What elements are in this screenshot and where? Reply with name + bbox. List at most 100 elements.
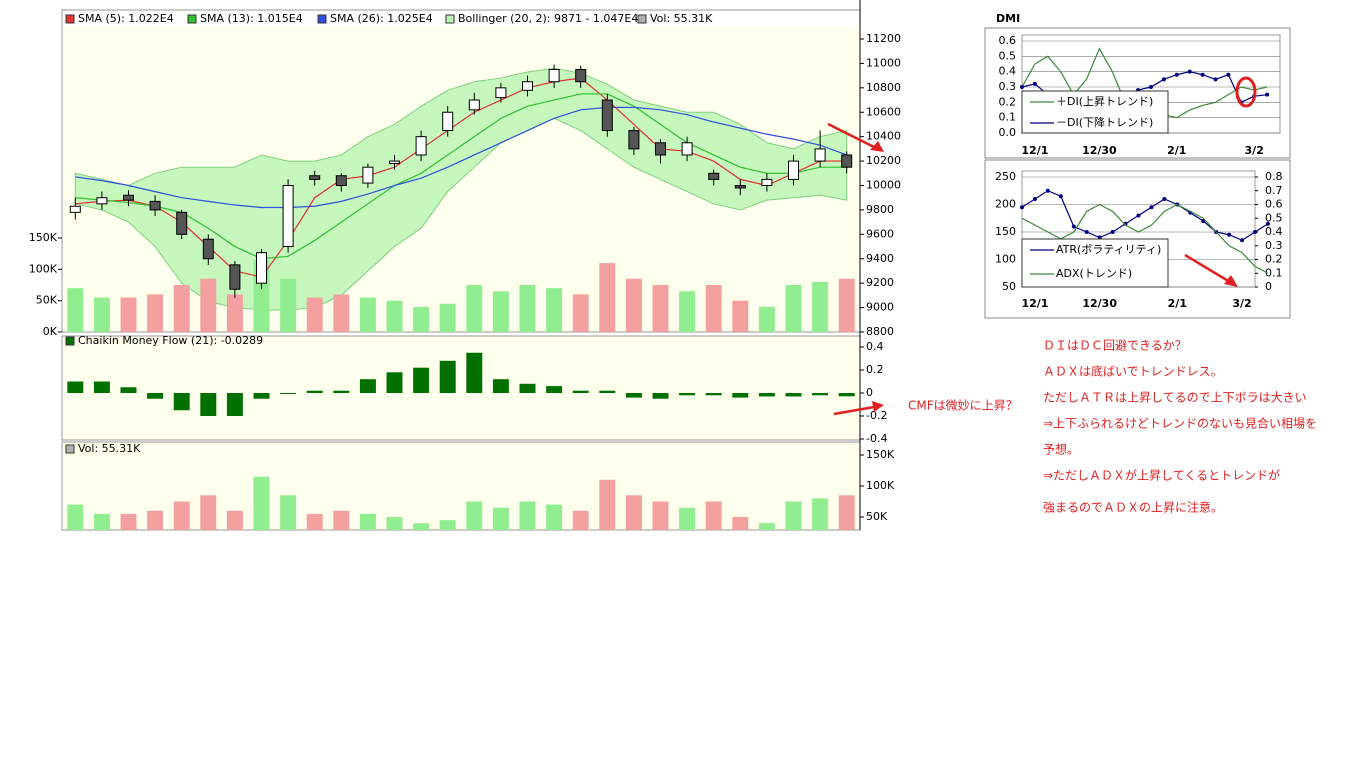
- y-tick-label: 0.2: [999, 95, 1017, 108]
- legend-swatch: [187, 14, 197, 24]
- y-tick-label: 11200: [866, 32, 901, 45]
- series-line: [1021, 203, 1269, 274]
- legend-label: Vol: 55.31K: [650, 12, 713, 25]
- y-tick-label: 9200: [866, 276, 894, 289]
- y-tick-label: 9000: [866, 301, 894, 314]
- bar: [333, 390, 350, 393]
- x-tick-label: 2/1: [1168, 297, 1187, 310]
- legend-label: ATR(ボラティリティ): [1056, 243, 1161, 256]
- bar: [359, 513, 376, 530]
- volume-bar: [306, 297, 323, 332]
- series-marker: [1200, 72, 1205, 77]
- bar: [625, 393, 642, 398]
- volume-bar: [785, 285, 802, 332]
- volume-bar: [93, 297, 110, 332]
- legend-label: ＋DI(上昇トレンド): [1056, 95, 1153, 108]
- bar: [519, 383, 536, 393]
- bar: [93, 381, 110, 393]
- bar: [306, 390, 323, 393]
- bar: [120, 513, 137, 530]
- candle-body: [256, 252, 267, 284]
- y-tick-label: 0.1: [999, 111, 1017, 124]
- y2-tick-label: 0.8: [1265, 170, 1283, 183]
- volume-bar: [705, 285, 722, 332]
- series-marker: [1187, 69, 1192, 74]
- candle-body: [282, 185, 294, 248]
- series-marker: [1032, 197, 1037, 201]
- volume-bar: [812, 281, 829, 332]
- volume-bar: [200, 278, 217, 332]
- candle-body: [96, 197, 108, 205]
- candle-body: [362, 166, 374, 184]
- bar: [226, 393, 243, 416]
- candle-body: [548, 69, 560, 83]
- bar: [492, 507, 509, 530]
- volume-bar: [120, 297, 137, 332]
- y-tick-label: 0: [866, 386, 873, 399]
- volume-bar: [838, 278, 855, 332]
- bar: [386, 372, 403, 393]
- bar: [838, 495, 855, 530]
- x-tick-label: 12/30: [1082, 144, 1117, 157]
- note-line: 強まるのでＡＤＸの上昇に注意。: [1043, 500, 1223, 515]
- arrow-head: [1224, 275, 1238, 287]
- bar: [67, 504, 84, 530]
- series-marker: [1071, 224, 1076, 229]
- y-tick-label: 10600: [866, 105, 901, 118]
- y2-tick-label: 0.2: [1265, 253, 1283, 266]
- series-marker: [1253, 230, 1257, 234]
- bar: [705, 393, 722, 396]
- series-marker: [1032, 81, 1037, 86]
- chart-title: DMI: [996, 12, 1020, 25]
- volume-bar: [386, 300, 403, 332]
- candle-body: [202, 238, 214, 260]
- volume-bar: [439, 303, 456, 332]
- note-line: ⇒上下ふられるけどトレンドのないも見合い相場を: [1043, 416, 1317, 431]
- candle-body: [442, 111, 454, 132]
- bar: [785, 393, 802, 397]
- volume-bar: [572, 294, 589, 332]
- volume-bar: [466, 285, 483, 332]
- volume-bar: [359, 297, 376, 332]
- x-tick-label: 3/2: [1245, 144, 1264, 157]
- bar: [439, 520, 456, 530]
- series-marker: [1226, 72, 1231, 77]
- candle-body: [309, 175, 321, 180]
- volume-chart: [67, 476, 855, 530]
- volume-bar: [147, 294, 164, 332]
- arrow: [833, 405, 875, 416]
- arrow: [1184, 253, 1231, 284]
- y-tick-label: 9600: [866, 227, 894, 240]
- legend-swatch: [65, 14, 75, 24]
- volume-panel: [61, 441, 861, 531]
- dmi-chart: 0.0 0.1 0.2 0.3 0.4 0.5 0.6 12/1 12/30 2/1 3/2 DMI ＋…: [996, 12, 1281, 157]
- arrow-head: [870, 141, 884, 152]
- volume-bar: [625, 278, 642, 332]
- legend-label: SMA (26): 1.025E4: [330, 12, 433, 25]
- series-marker: [1174, 72, 1179, 77]
- series-marker: [1020, 205, 1024, 210]
- series-marker: [1020, 85, 1024, 89]
- legend-label: SMA (13): 1.015E4: [200, 12, 303, 25]
- y-tick-label: 0.3: [999, 80, 1017, 93]
- y2-tick-label: 0.1: [1265, 266, 1283, 279]
- y2-tick-label: 100K: [29, 262, 58, 275]
- volume-bar: [226, 294, 243, 332]
- bar: [147, 393, 164, 399]
- volume-bar: [546, 288, 563, 332]
- y-tick-label: -0.2: [866, 409, 887, 422]
- bar: [120, 387, 137, 393]
- bar: [599, 479, 616, 530]
- bar: [439, 360, 456, 393]
- bar: [333, 510, 350, 530]
- note-line: ＤＩはＤＣ回避できるか？: [1043, 339, 1187, 353]
- y-tick-label: 10000: [866, 179, 901, 192]
- y-tick-label: 0.4: [999, 65, 1017, 78]
- y-tick-label: 10200: [866, 154, 901, 167]
- bar: [732, 393, 749, 398]
- bar: [758, 523, 775, 530]
- y-tick-label: -0.4: [866, 432, 887, 445]
- x-tick-label: 3/2: [1232, 297, 1251, 310]
- bar: [599, 390, 616, 393]
- bar: [625, 495, 642, 530]
